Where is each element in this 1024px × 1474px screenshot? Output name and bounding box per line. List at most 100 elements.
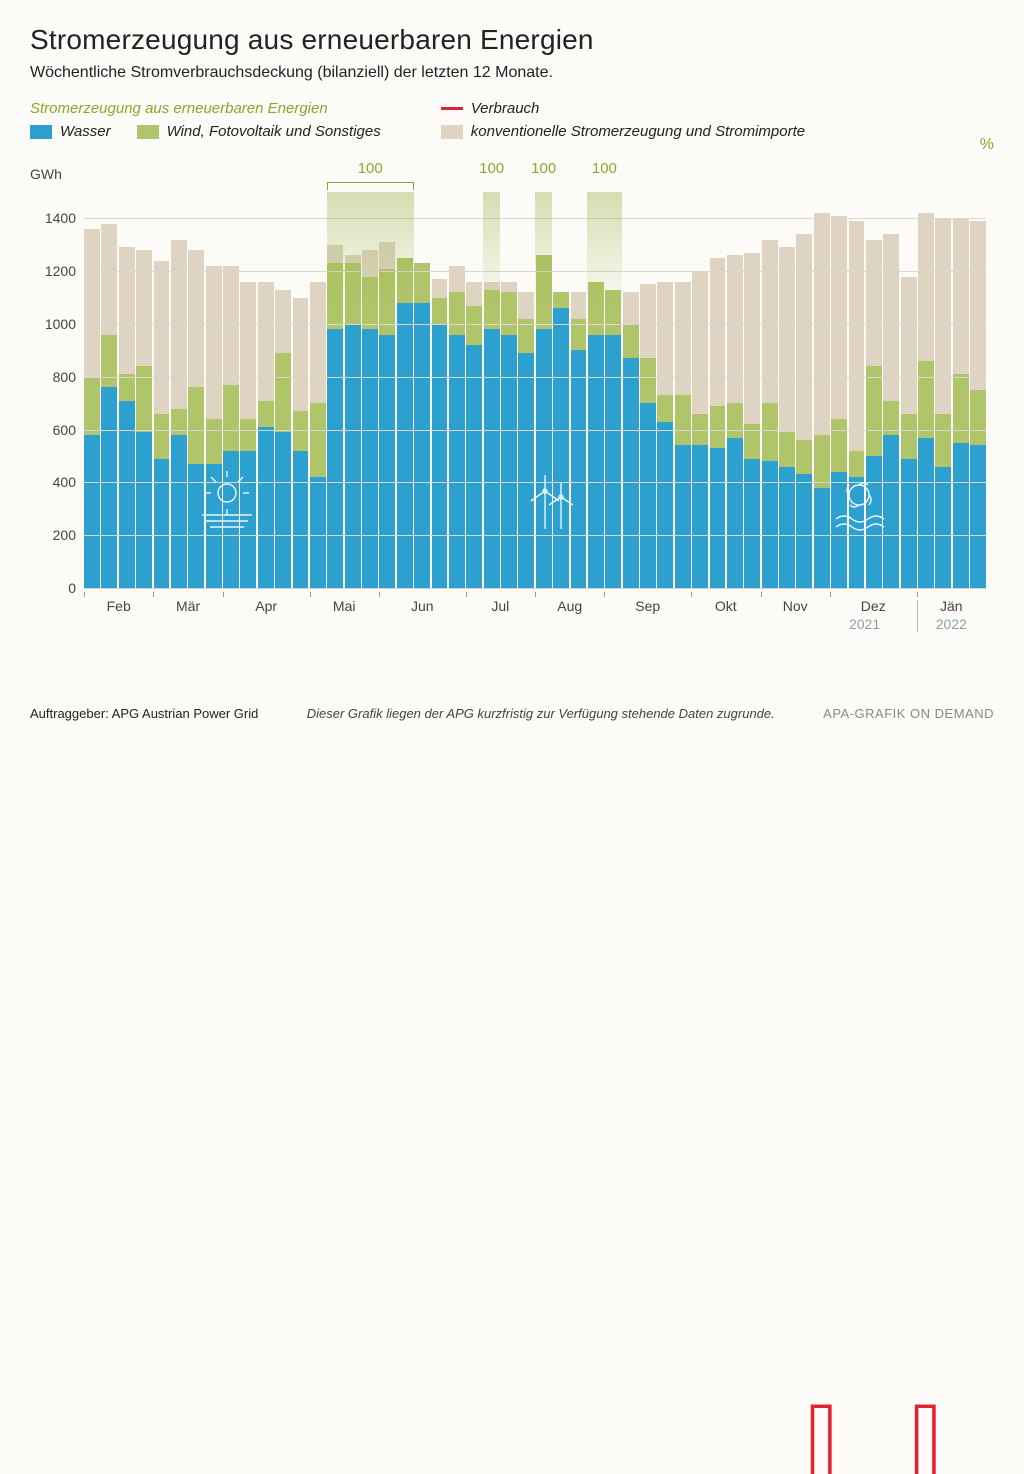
y-tick-label: 1000 <box>36 316 76 332</box>
bar-segment <box>258 282 274 401</box>
legend-label-wind: Wind, Fotovoltaik und Sonstiges <box>167 123 381 140</box>
bar-segment <box>466 282 482 306</box>
legend-renewables-header: Stromerzeugung aus erneuerbaren Energien <box>30 100 381 117</box>
y-tick-label: 600 <box>36 422 76 438</box>
bar-segment <box>640 284 656 358</box>
bar-segment <box>240 451 256 588</box>
bar-week <box>623 192 639 588</box>
highlight-100 <box>327 192 414 312</box>
gridline <box>84 430 986 431</box>
x-tick-mark <box>917 592 918 597</box>
bar-week <box>710 192 726 588</box>
footer-right: APA-GRAFIK ON DEMAND <box>823 706 994 721</box>
bar-segment <box>849 221 865 451</box>
bar-week <box>171 192 187 588</box>
bar-week <box>206 192 222 588</box>
bar-week <box>119 192 135 588</box>
bar-segment <box>571 350 587 588</box>
x-tick-label: Jul <box>491 598 509 614</box>
bar-segment <box>154 459 170 588</box>
swatch-water <box>30 125 52 139</box>
bar-week <box>727 192 743 588</box>
bar-segment <box>501 282 517 293</box>
x-tick-mark <box>466 592 467 597</box>
bar-segment <box>258 427 274 588</box>
bar-week <box>414 192 430 588</box>
bar-segment <box>275 432 291 588</box>
x-tick-label: Nov <box>783 598 808 614</box>
bar-segment <box>953 218 969 374</box>
x-tick-mark <box>310 592 311 597</box>
bar-week <box>849 192 865 588</box>
bar-segment <box>345 324 361 588</box>
bar-segment <box>901 459 917 588</box>
gridline <box>84 535 986 536</box>
gridline <box>84 588 986 589</box>
bar-segment <box>553 292 569 308</box>
bar-week <box>101 192 117 588</box>
bar-segment <box>727 403 743 437</box>
bar-segment <box>275 290 291 353</box>
y-axis-unit: GWh <box>30 166 62 182</box>
y-tick-label: 0 <box>36 580 76 596</box>
bar-segment <box>362 329 378 588</box>
bar-segment <box>223 451 239 588</box>
bar-segment <box>136 432 152 588</box>
bar-segment <box>935 467 951 588</box>
bar-segment <box>710 258 726 406</box>
bar-week <box>657 192 673 588</box>
bar-week <box>831 192 847 588</box>
y-tick-label: 1400 <box>36 210 76 226</box>
bar-week <box>762 192 778 588</box>
bar-segment <box>796 440 812 474</box>
x-tick-label: Aug <box>557 598 582 614</box>
bar-segment <box>901 277 917 414</box>
x-tick-label: Dez <box>861 598 886 614</box>
bar-segment <box>727 438 743 588</box>
legend-label-water: Wasser <box>60 123 111 140</box>
bar-segment <box>762 461 778 588</box>
bar-week <box>293 192 309 588</box>
x-tick-label: Mär <box>176 598 200 614</box>
bar-week <box>675 192 691 588</box>
bar-segment <box>518 353 534 588</box>
legend-item-wind: Wind, Fotovoltaik und Sonstiges <box>137 123 381 140</box>
footer-left: Auftraggeber: APG Austrian Power Grid <box>30 706 258 721</box>
bar-segment <box>831 216 847 419</box>
bar-segment <box>154 261 170 414</box>
bar-segment <box>953 374 969 443</box>
x-tick-mark <box>604 592 605 597</box>
x-tick-mark <box>535 592 536 597</box>
footer: Auftraggeber: APG Austrian Power Grid Di… <box>30 706 994 721</box>
y-tick-label: 800 <box>36 369 76 385</box>
bar-week <box>501 192 517 588</box>
bar-segment <box>84 229 100 377</box>
year-separator <box>917 600 918 632</box>
swatch-wind <box>137 125 159 139</box>
x-tick-mark <box>691 592 692 597</box>
bar-segment <box>101 387 117 588</box>
bar-week <box>310 192 326 588</box>
bar-segment <box>935 218 951 413</box>
bar-week <box>223 192 239 588</box>
bar-week <box>275 192 291 588</box>
y-tick-label: 200 <box>36 527 76 543</box>
bar-segment <box>188 387 204 464</box>
swatch-consumption <box>441 107 463 110</box>
bar-segment <box>240 282 256 419</box>
bar-week <box>136 192 152 588</box>
bar-segment <box>918 438 934 588</box>
bar-segment <box>657 282 673 396</box>
year-label: 2021 <box>849 616 880 632</box>
bar-segment <box>206 266 222 419</box>
bar-week <box>640 192 656 588</box>
legend-label-consumption: Verbrauch <box>471 100 540 117</box>
bar-segment <box>449 292 465 334</box>
x-tick-label: Mai <box>333 598 356 614</box>
bar-segment <box>779 432 795 466</box>
footer-mid: Dieser Grafik liegen der APG kurzfristig… <box>307 706 775 721</box>
bar-segment <box>310 403 326 477</box>
bar-segment <box>623 324 639 358</box>
bar-segment <box>119 374 135 400</box>
bar-segment <box>84 435 100 588</box>
